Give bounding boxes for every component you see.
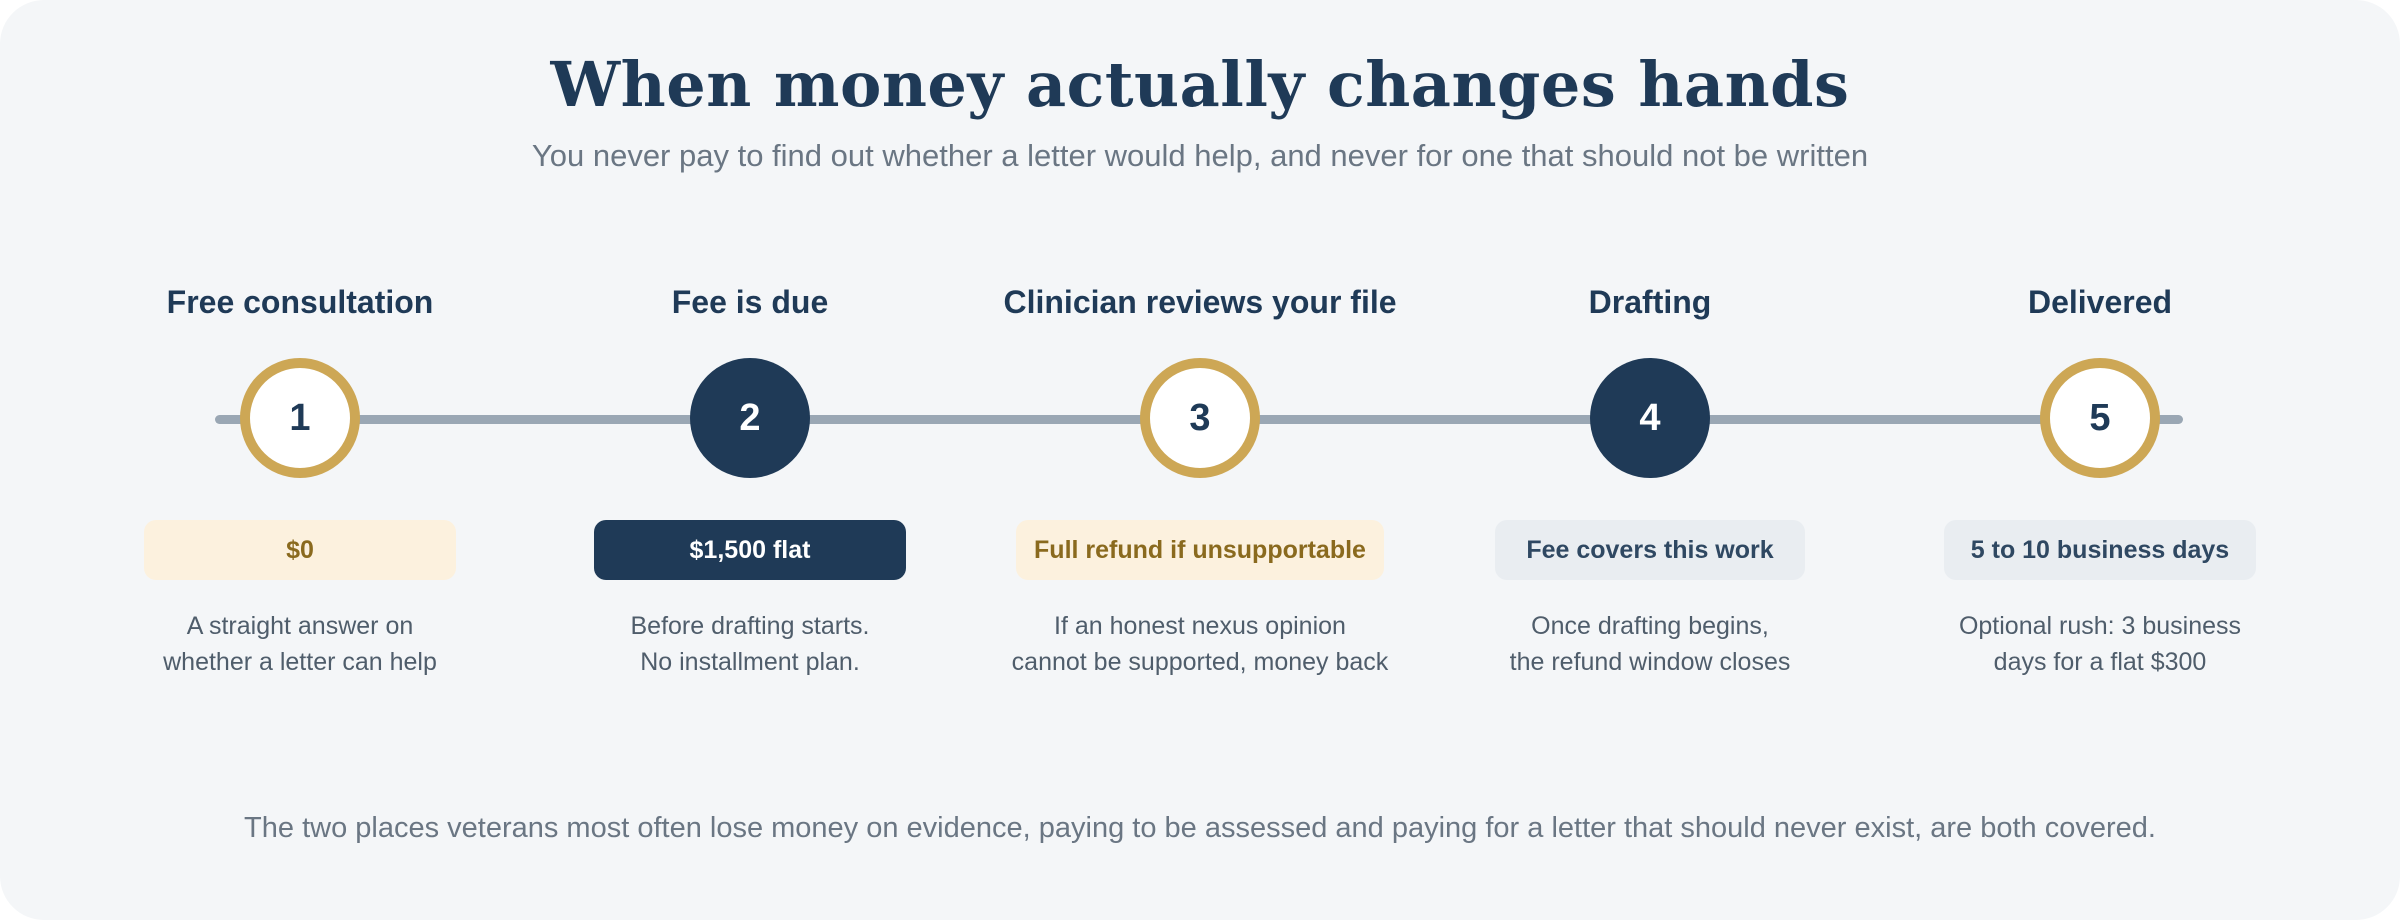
page-subtitle: You never pay to find out whether a lett… <box>531 138 1869 173</box>
timeline-step-clinician-review: Clinician reviews your file 3 Full refun… <box>975 0 1425 920</box>
step-description-line: whether a letter can help <box>163 648 437 676</box>
step-description-line: days for a flat $300 <box>1993 648 2207 676</box>
step-description-line: A straight answer on <box>186 612 414 640</box>
footer-note: The two places veterans most often lose … <box>244 812 2156 844</box>
step-description-line: No installment plan. <box>640 648 860 676</box>
step-description: Optional rush: 3 business days for a fla… <box>1875 608 2325 680</box>
refund-badge: Full refund if unsupportable <box>1016 520 1384 580</box>
page-title: When money actually changes hands <box>550 48 1850 121</box>
step-marker: 3 <box>1140 358 1260 478</box>
step-title: Drafting <box>1588 284 1712 320</box>
delivery-badge: 5 to 10 business days <box>1944 520 2256 580</box>
step-title: Free consultation <box>166 284 434 320</box>
step-title: Delivered <box>2027 284 2173 320</box>
step-description-line: the refund window closes <box>1509 648 1791 676</box>
step-description: Once drafting begins, the refund window … <box>1425 608 1875 680</box>
step-description: A straight answer on whether a letter ca… <box>75 608 525 680</box>
step-description-line: Once drafting begins, <box>1531 612 1769 640</box>
step-description: Before drafting starts. No installment p… <box>525 608 975 680</box>
price-badge: $1,500 flat <box>594 520 906 580</box>
step-title: Fee is due <box>671 284 829 320</box>
step-description-line: Before drafting starts. <box>630 612 870 640</box>
timeline-step-free-consultation: Free consultation 1 $0 A straight answer… <box>75 0 525 920</box>
step-marker: 4 <box>1590 358 1710 478</box>
step-description-line: Optional rush: 3 business <box>1958 612 2242 640</box>
timeline-step-delivered: Delivered 5 5 to 10 business days Option… <box>1875 0 2325 920</box>
info-badge: Fee covers this work <box>1495 520 1805 580</box>
step-description-line: cannot be supported, money back <box>1011 648 1389 676</box>
timeline-step-drafting: Drafting 4 Fee covers this work Once dra… <box>1425 0 1875 920</box>
step-description: If an honest nexus opinion cannot be sup… <box>975 608 1425 680</box>
step-marker: 1 <box>240 358 360 478</box>
step-title: Clinician reviews your file <box>1003 284 1397 320</box>
step-marker: 5 <box>2040 358 2160 478</box>
step-marker: 2 <box>690 358 810 478</box>
price-badge: $0 <box>144 520 456 580</box>
timeline-step-fee-due: Fee is due 2 $1,500 flat Before drafting… <box>525 0 975 920</box>
step-description-line: If an honest nexus opinion <box>1054 612 1346 640</box>
